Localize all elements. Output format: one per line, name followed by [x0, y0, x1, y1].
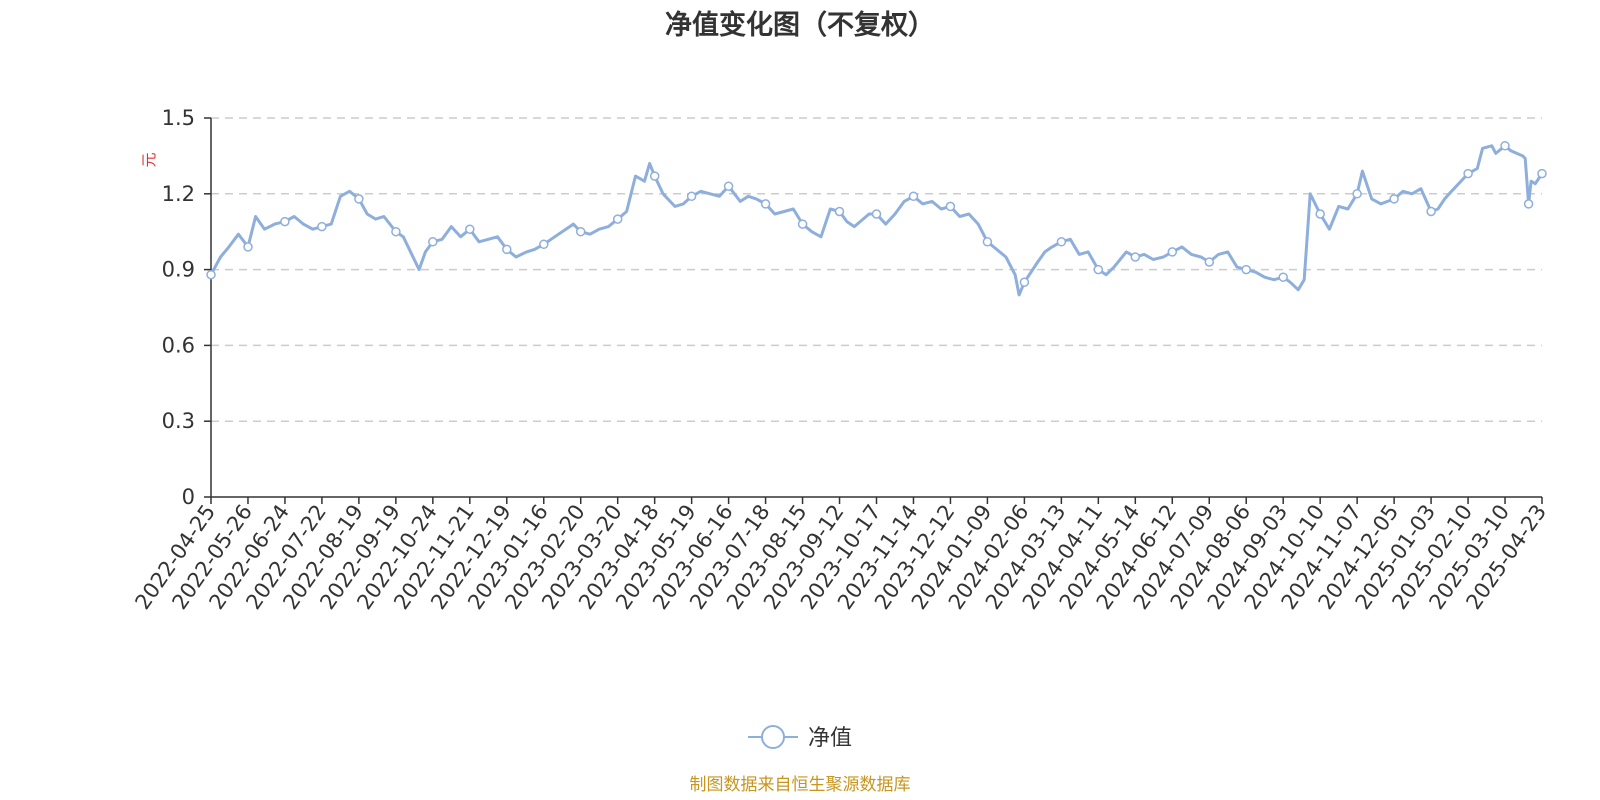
data-point[interactable] — [908, 191, 919, 202]
data-point[interactable] — [982, 237, 993, 247]
legend-marker-icon — [761, 725, 785, 749]
data-point[interactable] — [1352, 189, 1362, 199]
data-point[interactable] — [502, 244, 512, 255]
x-tick-labels: 2022-04-252022-05-262022-06-242022-07-22… — [130, 497, 1551, 614]
y-tick-label: 1.5 — [162, 106, 195, 130]
data-point[interactable] — [317, 221, 327, 232]
series-markers — [206, 141, 1547, 287]
data-point[interactable] — [1389, 194, 1399, 204]
legend[interactable]: 净值 — [748, 725, 852, 751]
chart-title: 净值变化图（不复权） — [665, 9, 935, 41]
data-point[interactable] — [723, 181, 734, 191]
data-point[interactable] — [1463, 168, 1473, 179]
y-tick-label: 1.2 — [162, 182, 195, 206]
data-point[interactable] — [428, 237, 438, 247]
data-point[interactable] — [1130, 252, 1141, 262]
data-point[interactable] — [1019, 277, 1030, 287]
data-point[interactable] — [649, 171, 660, 181]
data-point[interactable] — [1278, 272, 1288, 282]
data-point[interactable] — [539, 239, 549, 250]
y-tick-label: 0.3 — [162, 409, 195, 433]
data-point[interactable] — [686, 191, 697, 202]
data-point[interactable] — [871, 209, 882, 219]
data-point[interactable] — [391, 226, 401, 237]
data-point[interactable] — [1500, 141, 1510, 151]
y-tick-label: 0.9 — [162, 258, 195, 282]
data-point[interactable] — [1426, 206, 1436, 217]
y-axis-label: 元 — [140, 152, 158, 167]
data-point[interactable] — [243, 242, 253, 252]
data-point[interactable] — [797, 219, 808, 229]
data-point[interactable] — [206, 269, 216, 280]
data-point[interactable] — [760, 199, 771, 209]
source-note: 制图数据来自恒生聚源数据库 — [690, 775, 911, 795]
legend-label: 净值 — [808, 726, 852, 751]
data-point[interactable] — [1315, 209, 1325, 219]
data-point[interactable] — [1167, 247, 1178, 257]
data-point[interactable] — [1093, 264, 1104, 275]
axes — [210, 118, 1542, 498]
series-layer — [209, 144, 1544, 297]
data-point[interactable] — [280, 216, 290, 227]
y-tick-label: 0.6 — [162, 333, 195, 357]
data-point[interactable] — [465, 224, 475, 234]
data-point[interactable] — [1204, 257, 1215, 267]
data-point[interactable] — [945, 201, 956, 212]
y-tick-labels: 0 0.3 0.6 0.9 1.2 1.5 — [162, 106, 211, 509]
data-point[interactable] — [612, 214, 623, 224]
data-point[interactable] — [1241, 264, 1251, 275]
y-tick-label: 0 — [182, 485, 195, 509]
data-point[interactable] — [1537, 168, 1547, 179]
series-line[interactable] — [209, 144, 1544, 297]
data-point[interactable] — [834, 206, 845, 217]
data-point[interactable] — [1056, 237, 1067, 247]
data-point[interactable] — [575, 226, 586, 237]
data-point[interactable] — [1523, 199, 1534, 209]
grid-lines — [211, 117, 1542, 422]
data-point[interactable] — [354, 194, 364, 204]
